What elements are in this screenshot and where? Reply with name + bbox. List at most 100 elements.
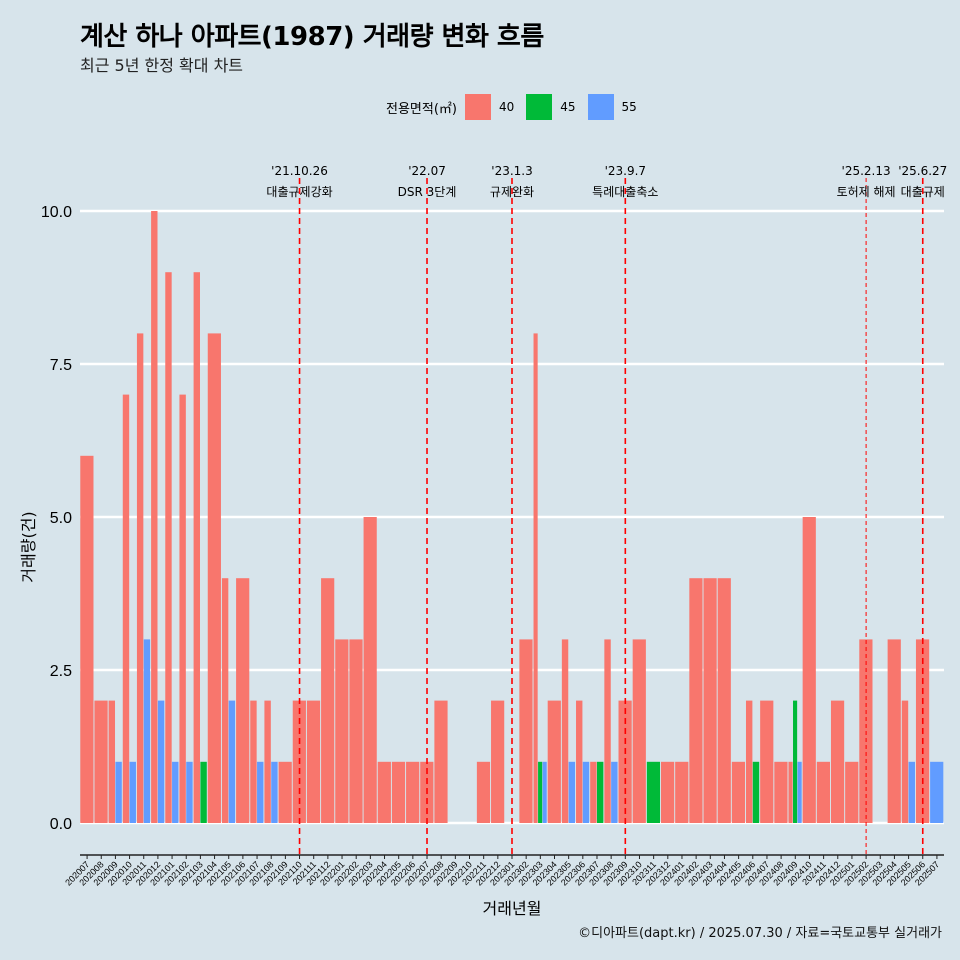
bar-202501-40 <box>845 761 859 823</box>
bar-202102-40 <box>179 394 186 823</box>
event-label-4: 토허제 해제 <box>837 185 896 199</box>
bar-202202-40 <box>349 639 363 823</box>
event-date-5: '25.6.27 <box>898 164 947 178</box>
event-date-4: '25.2.13 <box>842 164 891 178</box>
y-tick-label-0: 0.0 <box>50 816 72 833</box>
event-date-1: '22.07 <box>408 164 446 178</box>
page-title: 계산 하나 아파트(1987) 거래량 변화 흐름 <box>80 22 544 52</box>
bar-202107-55 <box>257 761 264 823</box>
bar-202011-55 <box>143 639 151 823</box>
bar-202408-40 <box>774 761 788 823</box>
bar-202307-45 <box>596 761 604 823</box>
bar-202102-55 <box>186 761 193 823</box>
legend-title: 전용면적(㎡) <box>386 101 457 117</box>
legend-key-40 <box>464 94 491 120</box>
bar-202308-55 <box>611 761 618 823</box>
bar-202105-40 <box>221 578 229 823</box>
bar-202303-45 <box>538 761 543 823</box>
event-label-2: 규제완화 <box>490 185 534 199</box>
bar-202312-40 <box>661 761 675 823</box>
bar-202406-40 <box>745 700 753 823</box>
y-tick-label-2: 5.0 <box>50 510 72 527</box>
bar-202108-55 <box>271 761 278 823</box>
bar-202104-40 <box>207 333 221 823</box>
bar-202303-55 <box>542 761 547 823</box>
bar-202403-40 <box>703 578 717 823</box>
bar-202103-45 <box>200 761 207 823</box>
y-axis-title: 거래량(건) <box>19 511 38 582</box>
page-subtitle: 최근 5년 한정 확대 차트 <box>80 56 244 75</box>
bar-202410-40 <box>802 517 816 823</box>
event-date-2: '23.1.3 <box>491 164 532 178</box>
bar-202112-40 <box>321 578 335 823</box>
bar-202101-40 <box>165 272 172 823</box>
bar-202306-40 <box>576 700 583 823</box>
bar-202305-55 <box>568 761 576 823</box>
event-label-3: 특례대출축소 <box>592 185 658 199</box>
event-label-0: 대출규제강화 <box>266 185 332 199</box>
event-date-3: '23.9.7 <box>605 164 646 178</box>
legend-label-55: 55 <box>621 100 637 114</box>
legend-label-40: 40 <box>498 100 515 114</box>
bar-202406-45 <box>752 761 760 823</box>
bar-202008-40 <box>94 700 108 823</box>
bar-202103-40 <box>193 272 200 823</box>
bar-202409-55 <box>797 761 802 823</box>
bar-202011-40 <box>136 333 144 823</box>
bar-202108-40 <box>264 700 271 823</box>
bar-202504-40 <box>887 639 901 823</box>
bar-202507-55 <box>930 761 944 823</box>
chart-legend: 전용면적(㎡) 40 45 55 <box>386 93 649 121</box>
bar-202302-40 <box>519 639 533 823</box>
y-tick-label-1: 2.5 <box>50 663 72 680</box>
bar-202206-40 <box>406 761 420 823</box>
bar-202304-40 <box>547 700 561 823</box>
bar-202305-40 <box>561 639 569 823</box>
bar-202105-55 <box>228 700 236 823</box>
bar-202107-40 <box>250 700 257 823</box>
bar-202101-55 <box>172 761 179 823</box>
bar-202211-40 <box>476 761 491 823</box>
bar-202311-45 <box>646 761 661 823</box>
bar-202412-40 <box>830 700 845 823</box>
bar-202212-40 <box>491 700 505 823</box>
bar-202109-40 <box>278 761 292 823</box>
bar-202401-40 <box>675 761 689 823</box>
bar-202307-40 <box>590 761 597 823</box>
bar-202203-40 <box>363 517 377 823</box>
legend-key-55 <box>587 94 614 120</box>
bar-202111-40 <box>306 700 321 823</box>
bar-202405-40 <box>731 761 746 823</box>
bar-202303-40 <box>533 333 538 823</box>
bar-202010-40 <box>122 394 130 823</box>
legend-label-45: 45 <box>560 100 576 114</box>
bar-202404-40 <box>717 578 731 823</box>
y-tick-label-3: 7.5 <box>50 357 72 374</box>
bar-202106-40 <box>236 578 250 823</box>
bar-202411-40 <box>816 761 831 823</box>
x-axis-title: 거래년월 <box>483 899 542 918</box>
bar-202310-40 <box>632 639 646 823</box>
bar-202205-40 <box>391 761 406 823</box>
event-label-1: DSR 3단계 <box>398 185 457 199</box>
bar-202308-40 <box>604 639 611 823</box>
bar-202012-40 <box>151 211 158 823</box>
event-label-5: 대출규제 <box>901 185 945 199</box>
y-tick-label-4: 10.0 <box>41 204 72 221</box>
bar-202208-40 <box>434 700 448 823</box>
source-caption: ©디아파트(dapt.kr) / 2025.07.30 / 자료=국토교통부 실… <box>578 926 942 941</box>
bar-202306-55 <box>582 761 590 823</box>
bar-202201-40 <box>335 639 349 823</box>
bar-202409-40 <box>788 761 793 823</box>
bar-202009-40 <box>108 700 116 823</box>
bar-202402-40 <box>689 578 703 823</box>
legend-key-45 <box>526 94 553 120</box>
bar-202407-40 <box>760 700 774 823</box>
bar-202007-40 <box>80 455 94 823</box>
bar-202204-40 <box>377 761 391 823</box>
bar-202010-55 <box>129 761 136 823</box>
bar-202505-40 <box>901 700 909 823</box>
bar-202009-55 <box>115 761 122 823</box>
bar-202409-45 <box>793 700 798 823</box>
